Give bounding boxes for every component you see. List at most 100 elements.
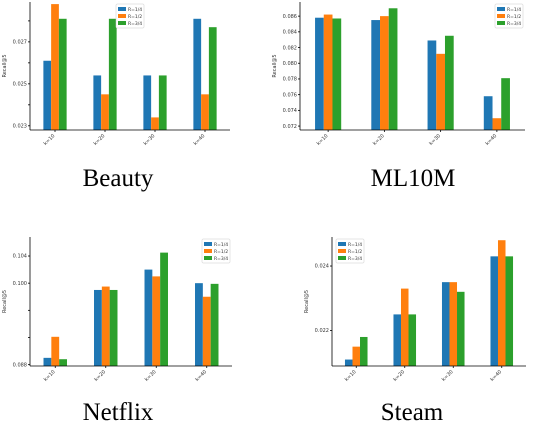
bar-beauty-s1-1 — [43, 60, 52, 130]
ytick-label-beauty-5: 0.027 — [13, 40, 27, 46]
bar-steam-s1-4 — [490, 256, 498, 366]
xtick-label-ml10m-3: k=30 — [428, 133, 442, 147]
bar-netflix-s2-2 — [101, 286, 110, 366]
ylabel-steam: Recall@5 — [304, 290, 310, 313]
bar-beauty-s2-1 — [51, 4, 59, 131]
bar-ml10m-s3-2 — [388, 8, 398, 131]
xtick-label-netflix-3: k=30 — [144, 369, 158, 383]
bar-steam-s1-1 — [344, 359, 353, 366]
ytick-label-ml10m-5: 0.080 — [283, 61, 297, 67]
xtick-label-steam-2: k=20 — [392, 369, 406, 383]
ytick-label-ml10m-1: 0.072 — [283, 124, 297, 130]
bar-steam-s1-2 — [393, 314, 401, 366]
xtick-label-steam-4: k=40 — [489, 369, 503, 383]
legend-label-steam-2: R=1/2 — [348, 249, 362, 255]
ylabel-beauty: Recall@5 — [2, 54, 8, 77]
ytick-label-beauty-1: 0.023 — [13, 124, 27, 130]
legend-label-netflix-3: R=3/4 — [214, 256, 228, 262]
bar-ml10m-s2-3 — [436, 53, 445, 130]
bar-netflix-s3-2 — [109, 289, 118, 366]
bar-beauty-s3-3 — [158, 75, 167, 130]
bar-netflix-s3-4 — [210, 283, 219, 366]
ytick-label-steam-2: 0.024 — [315, 264, 329, 270]
xtick-label-netflix-1: k=10 — [43, 369, 57, 383]
xtick-label-steam-3: k=30 — [441, 369, 455, 383]
xtick-label-netflix-2: k=20 — [93, 369, 107, 383]
caption-netflix: Netflix — [83, 399, 154, 424]
bar-beauty-s1-4 — [193, 18, 202, 130]
ylabel-ml10m: Recall@5 — [272, 54, 278, 77]
ytick-label-netflix-5: 0.104 — [13, 254, 27, 260]
xtick-label-ml10m-4: k=40 — [485, 133, 499, 147]
legend-label-ml10m-1: R=1/4 — [507, 7, 521, 13]
bar-ml10m-s3-4 — [501, 78, 510, 130]
ytick-label-ml10m-3: 0.076 — [283, 92, 297, 98]
bar-steam-s3-1 — [360, 336, 368, 366]
ytick-label-ml10m-2: 0.074 — [283, 108, 297, 114]
bar-beauty-s3-1 — [58, 18, 67, 130]
legend-label-ml10m-3: R=3/4 — [507, 21, 521, 27]
bar-netflix-s1-4 — [195, 283, 203, 366]
ytick-label-ml10m-4: 0.078 — [283, 77, 297, 83]
bar-steam-s2-2 — [400, 288, 409, 366]
bar-steam-s2-1 — [352, 346, 361, 366]
bar-ml10m-s1-4 — [483, 96, 493, 130]
bar-steam-s2-4 — [497, 240, 506, 366]
bar-steam-s3-3 — [457, 291, 465, 366]
legend-swatch-ml10m-3 — [497, 21, 505, 25]
bar-beauty-s2-3 — [151, 117, 159, 130]
legend-label-steam-3: R=3/4 — [348, 256, 362, 262]
ytick-label-netflix-1: 0.088 — [13, 362, 27, 368]
bar-beauty-s2-4 — [201, 94, 209, 130]
ytick-label-netflix-4: 0.100 — [13, 281, 27, 287]
legend-label-beauty-2: R=1/2 — [128, 14, 142, 20]
legend-swatch-netflix-2 — [204, 249, 212, 253]
bar-steam-s2-3 — [449, 282, 458, 366]
legend-label-netflix-1: R=1/4 — [214, 242, 228, 248]
legend-swatch-beauty-1 — [118, 7, 126, 11]
bar-beauty-s3-4 — [208, 27, 217, 130]
caption-ml10m: ML10M — [371, 165, 456, 192]
bar-steam-s3-4 — [505, 256, 514, 366]
ytick-label-steam-1: 0.022 — [315, 328, 329, 334]
bar-ml10m-s1-3 — [427, 40, 437, 131]
bar-ml10m-s1-2 — [371, 20, 381, 131]
ylabel-netflix: Recall@5 — [2, 290, 8, 313]
bar-ml10m-s3-1 — [332, 18, 342, 131]
bar-ml10m-s2-2 — [380, 16, 389, 131]
xtick-label-beauty-4: k=40 — [193, 133, 207, 147]
panel-netflix: 0.088 0.100 0.104 k=10 k=20 k=30 k=40 Recall@5 R… — [2, 237, 232, 383]
bar-ml10m-s1-1 — [315, 17, 324, 130]
legend-swatch-ml10m-2 — [497, 14, 505, 18]
panel-beauty: 0.023 0.025 0.027 k=10 k=20 k=30 k=40 Recall@5 R… — [2, 2, 230, 147]
ytick-label-ml10m-7: 0.084 — [283, 30, 297, 36]
ytick-label-beauty-3: 0.025 — [13, 82, 27, 88]
legend-label-beauty-3: R=3/4 — [128, 21, 142, 27]
xtick-label-steam-1: k=10 — [344, 369, 358, 383]
xtick-label-beauty-1: k=10 — [43, 133, 57, 147]
bar-netflix-s2-4 — [202, 296, 211, 366]
xtick-label-beauty-2: k=20 — [93, 133, 107, 147]
bar-steam-s3-2 — [408, 314, 417, 366]
bar-netflix-s2-3 — [152, 276, 161, 366]
ytick-label-ml10m-6: 0.082 — [283, 45, 297, 51]
legend-swatch-beauty-3 — [118, 21, 126, 25]
xtick-label-ml10m-2: k=20 — [372, 133, 386, 147]
bar-beauty-s3-2 — [108, 18, 117, 130]
legend-swatch-steam-1 — [338, 242, 346, 246]
bar-ml10m-s2-4 — [492, 118, 502, 130]
legend-swatch-steam-2 — [338, 249, 346, 253]
bar-beauty-s1-2 — [93, 75, 102, 130]
xtick-label-netflix-4: k=40 — [194, 369, 208, 383]
xtick-label-ml10m-1: k=10 — [316, 133, 330, 147]
legend-swatch-ml10m-1 — [497, 7, 505, 11]
legend-label-ml10m-2: R=1/2 — [507, 14, 521, 20]
bar-netflix-s1-2 — [94, 289, 102, 366]
legend-swatch-netflix-1 — [204, 242, 212, 246]
caption-steam: Steam — [381, 399, 444, 424]
bar-ml10m-s2-1 — [323, 14, 333, 131]
legend-label-beauty-1: R=1/4 — [128, 7, 142, 13]
bar-ml10m-s3-3 — [444, 35, 454, 130]
